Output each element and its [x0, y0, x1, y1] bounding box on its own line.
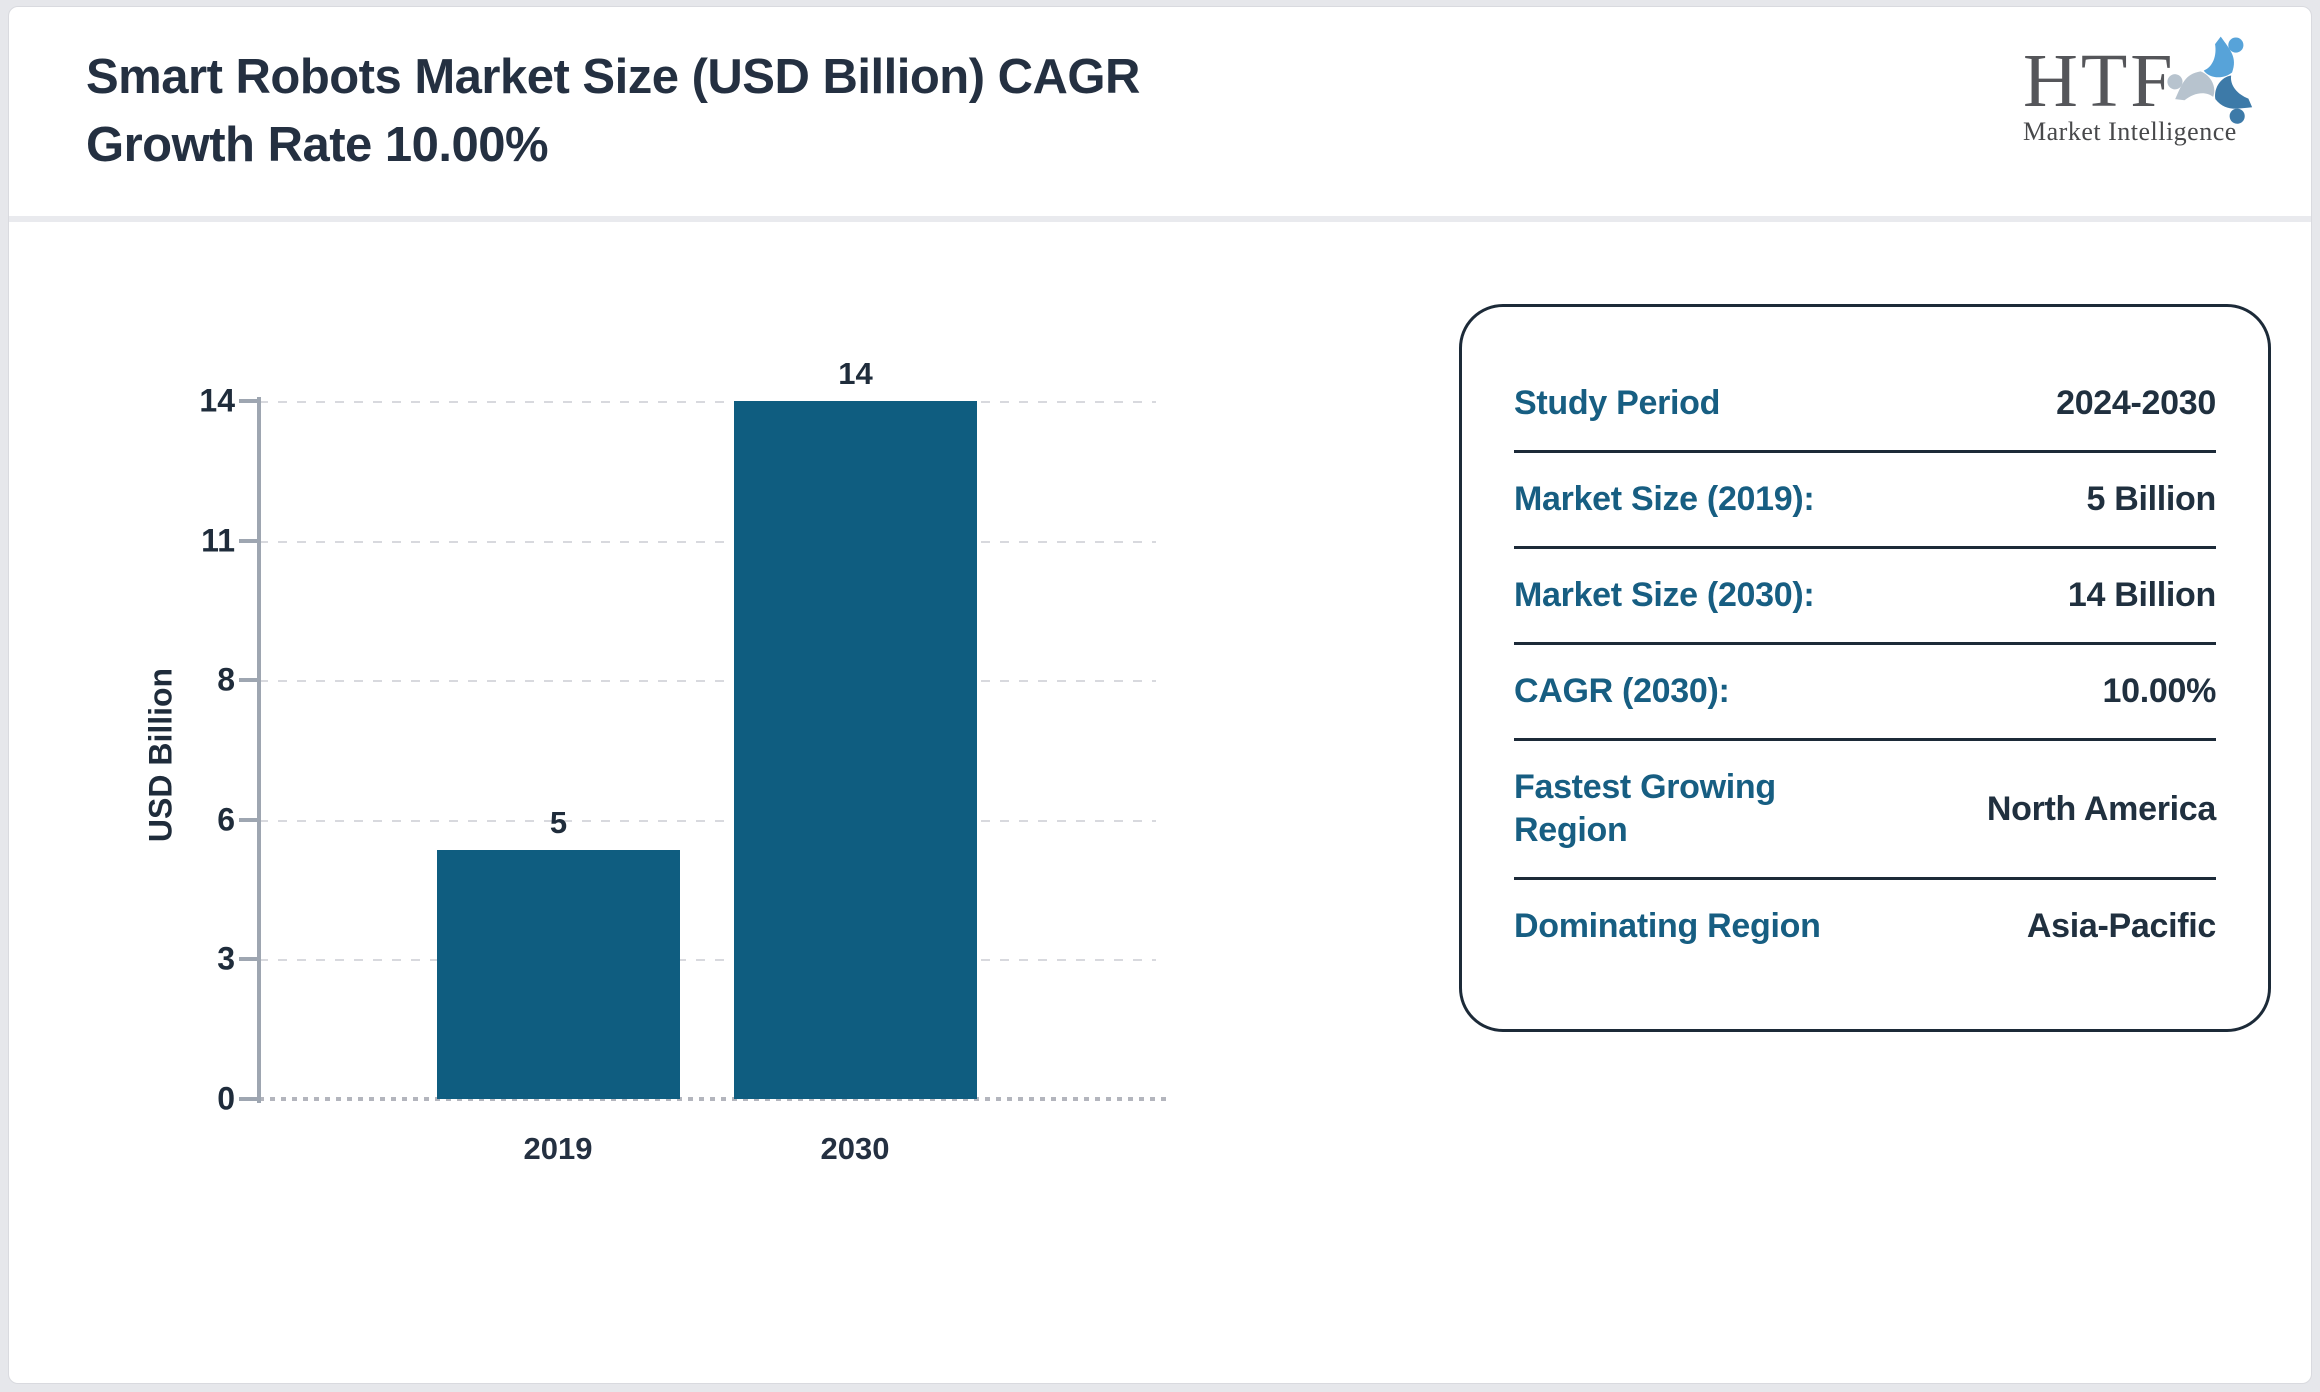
y-tick-label: 3 [217, 940, 235, 977]
market-size-bar-chart: 5 14 2019 2030 [239, 356, 1171, 1166]
summary-row-fastest-growing-region: Fastest Growing Region North America [1514, 741, 2216, 880]
bar-value-label-2030: 14 [838, 356, 873, 391]
y-tick-label: 6 [217, 801, 235, 838]
y-axis-tick-labels: 14 11 8 6 3 0 [143, 383, 235, 1117]
report-card: Smart Robots Market Size (USD Billion) C… [8, 6, 2312, 1384]
y-axis-tickmark [239, 399, 259, 403]
y-axis-tickmark [239, 538, 259, 543]
summary-row-study-period: Study Period 2024-2030 [1514, 357, 2216, 453]
htf-logo-tagline: Market Intelligence [2023, 117, 2237, 146]
page-title: Smart Robots Market Size (USD Billion) C… [86, 43, 1446, 179]
summary-value: Asia-Pacific [2026, 907, 2216, 945]
y-axis-tickmark [239, 957, 259, 962]
bar-rect-2019 [437, 850, 680, 1099]
summary-row-market-size-2030: Market Size (2030): 14 Billion [1514, 549, 2216, 645]
header-divider [9, 216, 2311, 222]
htf-logo: HTF Market Intelligence [2023, 35, 2273, 147]
summary-row-dominating-region: Dominating Region Asia-Pacific [1514, 880, 2216, 973]
x-tick-label-2030: 2030 [820, 1131, 890, 1166]
bar-rect-2030 [734, 401, 977, 1099]
gridline [259, 959, 1156, 962]
y-axis-tickmark [239, 1097, 259, 1101]
summary-label: Market Size (2030): [1514, 576, 1815, 614]
summary-value: North America [1986, 789, 2216, 828]
htf-logo-text: HTF [2023, 39, 2176, 123]
x-axis-baseline [259, 1097, 1171, 1101]
y-axis-tickmark [239, 817, 259, 822]
summary-label: Dominating Region [1514, 907, 1821, 945]
summary-value: 2024-2030 [2056, 384, 2216, 422]
summary-value: 5 Billion [2086, 480, 2216, 518]
gridline [259, 680, 1156, 683]
bar-2030: 14 [734, 356, 977, 1099]
summary-label: Market Size (2019): [1514, 480, 1815, 518]
y-tick-label: 11 [201, 522, 235, 559]
summary-label: Fastest Growing Region [1514, 768, 1776, 849]
y-tick-label: 14 [199, 382, 235, 419]
y-axis-tickmark [239, 678, 259, 683]
y-tick-label: 8 [217, 661, 235, 698]
summary-panel: Study Period 2024-2030 Market Size (2019… [1459, 304, 2271, 1032]
bar-value-label-2019: 5 [549, 805, 568, 840]
x-tick-label-2019: 2019 [523, 1131, 593, 1166]
bar-2019: 5 [437, 805, 680, 1099]
y-tick-label: 0 [217, 1080, 235, 1117]
summary-value: 14 Billion [2067, 576, 2216, 614]
page-title-line2: Growth Rate 10.00% [86, 118, 549, 172]
page-title-line1: Smart Robots Market Size (USD Billion) C… [86, 50, 1140, 104]
people-swirl-icon [2166, 36, 2252, 124]
summary-row-market-size-2019: Market Size (2019): 5 Billion [1514, 453, 2216, 549]
summary-row-cagr: CAGR (2030): 10.00% [1514, 645, 2216, 741]
y-axis-line [257, 397, 261, 1103]
summary-label: CAGR (2030): [1514, 672, 1730, 710]
summary-value: 10.00% [2102, 672, 2216, 710]
gridline [259, 819, 1156, 822]
summary-label: Study Period [1514, 384, 1721, 422]
gridline [259, 540, 1156, 543]
gridline [259, 401, 1156, 403]
